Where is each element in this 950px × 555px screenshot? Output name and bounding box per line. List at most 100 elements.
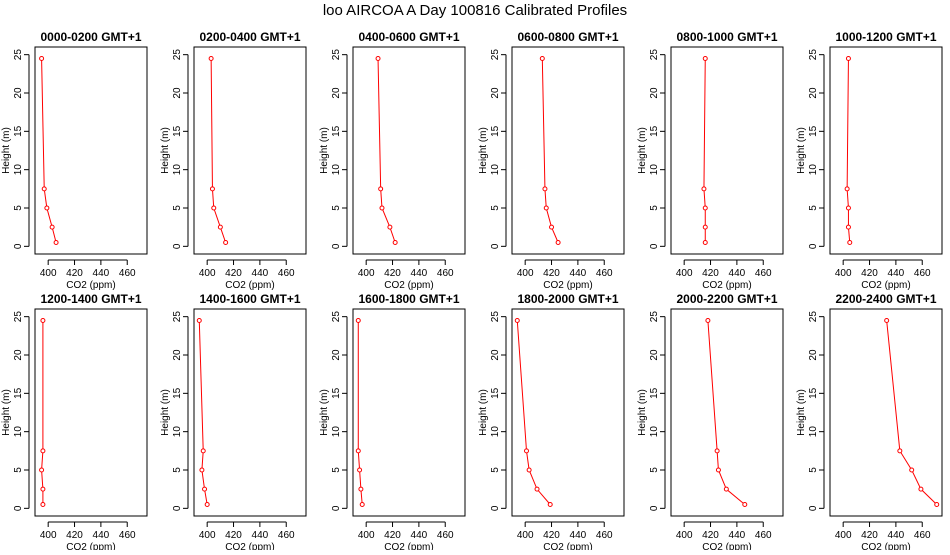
y-tick-label: 15 [490,125,501,137]
data-point [909,467,915,473]
y-tick-label: 0 [649,243,660,249]
y-tick-label: 5 [490,205,501,211]
panel-title: 1200-1400 GMT+1 [40,292,141,306]
x-tick-label: 420 [543,530,560,541]
y-tick-label: 5 [172,205,183,211]
y-tick-label: 25 [808,311,819,323]
y-axis-label: Height (m) [796,389,807,436]
x-tick-label: 440 [570,530,587,541]
x-axis-label: CO2 (ppm) [543,542,592,550]
x-tick-label: 460 [437,268,454,279]
data-point [44,205,50,211]
y-tick-label: 20 [808,87,819,99]
x-axis-label: CO2 (ppm) [702,280,751,291]
x-axis-label: CO2 (ppm) [225,280,274,291]
panel: 0400-0600 GMT+1 400 420 440 460 CO2 (ppm) 0 5 10… [319,30,466,291]
panel: 2200-2400 GMT+1 400 420 440 460 CO2 (ppm) 0 5 10… [796,292,943,553]
panel: 0000-0200 GMT+1 400 420 440 460 CO2 (ppm) 0 5 10… [1,30,148,291]
plot-frame [670,46,784,255]
y-tick-label: 5 [13,467,24,473]
y-tick-label: 10 [649,426,660,438]
chart-main-title: loo AIRCOA A Day 100816 Calibrated Profi… [322,2,628,19]
data-point [714,448,720,454]
x-tick-label: 440 [93,530,110,541]
plot-frame [34,46,148,255]
x-tick-label: 420 [861,268,878,279]
data-point [387,224,393,230]
plot-frame [670,308,784,517]
data-point [358,486,364,492]
data-point [359,502,365,507]
data-point [204,502,210,507]
y-tick-label: 25 [331,49,342,61]
panel: 2000-2200 GMT+1 400 420 440 460 CO2 (ppm) 0 5 10… [637,292,784,553]
y-tick-label: 5 [808,205,819,211]
y-axis-label: Height (m) [637,127,648,174]
y-tick-label: 15 [808,125,819,137]
x-tick-label: 440 [411,268,428,279]
y-axis-label: Height (m) [796,127,807,174]
data-point [844,186,850,192]
data-point [196,318,202,323]
plot-frame [352,46,466,255]
profile-line [703,58,706,243]
y-tick-label: 0 [808,505,819,511]
panel: 0800-1000 GMT+1 400 420 440 460 CO2 (ppm) 0 5 10… [637,30,784,291]
plot-frame [511,308,625,517]
x-tick-label: 460 [755,530,772,541]
y-tick-label: 25 [172,311,183,323]
data-point [705,318,711,323]
panel: 0200-0400 GMT+1 400 420 440 460 CO2 (ppm) 0 5 10… [160,30,307,291]
y-tick-label: 20 [13,349,24,361]
profile-line [357,320,363,505]
x-axis-label: CO2 (ppm) [384,542,433,550]
x-axis-label: CO2 (ppm) [384,280,433,291]
data-point [701,186,707,192]
panel-title: 0200-0400 GMT+1 [199,30,300,44]
y-tick-label: 5 [649,467,660,473]
profile-line [41,320,44,505]
y-tick-label: 10 [331,426,342,438]
y-tick-label: 5 [649,205,660,211]
y-axis-label: Height (m) [319,127,330,174]
y-axis-label: Height (m) [160,389,171,436]
y-tick-label: 25 [13,49,24,61]
data-point [200,448,206,454]
data-point [549,224,555,230]
y-tick-label: 25 [13,311,24,323]
data-point [702,56,708,61]
y-tick-label: 15 [649,387,660,399]
y-tick-label: 25 [808,49,819,61]
y-axis-label: Height (m) [160,127,171,174]
data-point [211,205,217,211]
plot-frame [829,308,943,517]
x-axis-label: CO2 (ppm) [66,280,115,291]
data-point [702,240,708,245]
y-axis-label: Height (m) [1,127,12,174]
panel-title: 0400-0600 GMT+1 [358,30,459,44]
y-axis-label: Height (m) [637,389,648,436]
data-point [208,56,214,61]
data-point [355,318,361,323]
data-point [897,448,903,454]
y-tick-label: 0 [13,243,24,249]
y-tick-label: 0 [490,505,501,511]
data-point [199,467,205,473]
panel-title: 0600-0800 GMT+1 [517,30,618,44]
data-point [715,467,721,473]
plot-frame [34,308,148,517]
profile-line [198,320,208,505]
y-tick-label: 25 [490,311,501,323]
x-tick-label: 440 [888,530,905,541]
y-tick-label: 15 [172,125,183,137]
x-tick-label: 400 [40,268,57,279]
profile-line [377,58,396,243]
data-point [702,205,708,211]
profile-line [516,320,551,505]
y-tick-label: 5 [808,467,819,473]
y-tick-label: 20 [649,87,660,99]
profile-line [846,58,851,243]
panel-title: 1800-2000 GMT+1 [517,292,618,306]
y-tick-label: 10 [490,426,501,438]
data-point [40,502,46,507]
